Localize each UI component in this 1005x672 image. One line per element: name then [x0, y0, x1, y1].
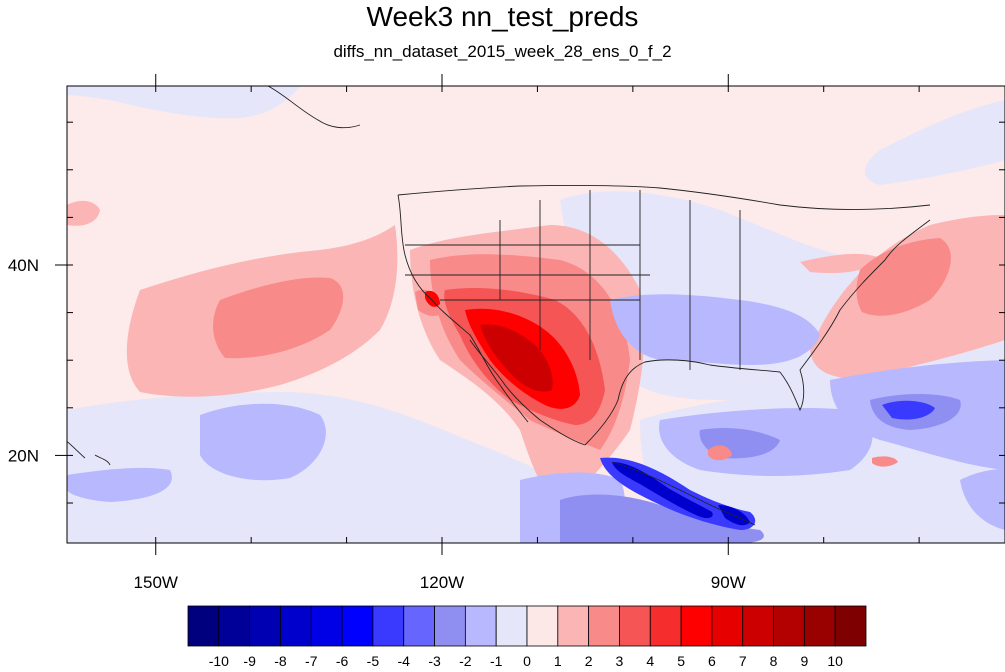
colorbar-swatch	[680, 605, 713, 647]
colorbar-swatch	[557, 605, 590, 647]
field-patch-medium-blue	[67, 467, 172, 502]
coastlines	[67, 86, 931, 526]
field-patch-medium-blue	[200, 403, 326, 481]
colorbar-swatch	[372, 605, 405, 647]
colorbar-label: 8	[770, 653, 778, 669]
field-patch-darkest-red	[480, 324, 553, 392]
colorbar-label: -7	[305, 653, 318, 669]
field-patch-strong-blue	[882, 400, 935, 420]
field-patch-light-red	[800, 253, 880, 274]
colorbar-label: -10	[209, 653, 229, 669]
colorbar-swatch	[649, 605, 682, 647]
field-patch-medium-red	[708, 445, 732, 461]
lon-tick-label: 150W	[134, 573, 178, 592]
colorbar-label: 10	[827, 653, 843, 669]
colorbar-label: 6	[708, 653, 716, 669]
colorbar-label: -4	[398, 653, 411, 669]
field-patch-dark-blue	[560, 494, 764, 543]
field-patch-medium-red	[213, 277, 344, 359]
colorbar: -10 -9 -8 -7 -6 -5 -4 -3 -2 -1 0 1 2 3 4 5 6 7 8 9 10	[187, 605, 867, 669]
lon-tick-label: 120W	[420, 573, 464, 592]
colorbar-swatch	[310, 605, 343, 647]
colorbar-swatch	[526, 605, 559, 647]
field-patch-medium-blue	[610, 294, 820, 365]
field-patch-deepest-blue	[718, 505, 750, 526]
colorbar-swatch	[711, 605, 744, 647]
lat-tick-label: 40N	[8, 256, 39, 275]
map-axes: 150W 120W 90W 40N 20N	[8, 74, 1005, 592]
colorbar-swatch	[619, 605, 651, 647]
field-patch-light-red	[67, 200, 100, 226]
field-patch-medium-red	[872, 456, 898, 467]
colorbar-label: 2	[585, 653, 593, 669]
lon-tick-label: 90W	[711, 573, 746, 592]
map-field	[67, 86, 1005, 543]
colorbar-label: 5	[677, 653, 685, 669]
colorbar-swatch	[218, 605, 251, 647]
map-frame	[66, 85, 1005, 544]
colorbar-swatch	[280, 605, 312, 647]
field-patch-deep-red	[425, 290, 440, 307]
colorbar-swatch	[464, 605, 497, 647]
colorbar-label: 9	[800, 653, 808, 669]
colorbar-label: -1	[490, 653, 503, 669]
colorbar-label: 0	[523, 653, 531, 669]
colorbar-swatch	[588, 605, 620, 647]
colorbar-swatch	[434, 605, 466, 647]
colorbar-swatch	[742, 605, 774, 647]
colorbar-swatch	[249, 605, 281, 647]
colorbar-label: -3	[428, 653, 441, 669]
colorbar-label: -9	[243, 653, 256, 669]
colorbar-label: 1	[554, 653, 562, 669]
colorbar-label: -2	[459, 653, 472, 669]
colorbar-label: -5	[367, 653, 380, 669]
colorbar-swatch	[341, 605, 374, 647]
colorbar-swatch	[803, 605, 836, 647]
colorbar-swatch	[403, 605, 435, 647]
colorbar-label: -8	[274, 653, 287, 669]
lat-tick-label: 20N	[8, 446, 39, 465]
field-patch-light-blue	[67, 86, 300, 119]
colorbar-label: -6	[336, 653, 349, 669]
field-patch-medium-blue	[960, 469, 1005, 530]
field-patch-light-blue	[865, 100, 1005, 185]
colorbar-swatch	[495, 605, 528, 647]
colorbar-label: 7	[739, 653, 747, 669]
plot-subtitle: diffs_nn_dataset_2015_week_28_ens_0_f_2	[333, 42, 672, 61]
colorbar-swatch	[834, 605, 867, 647]
plot-title: Week3 nn_test_preds	[366, 1, 639, 32]
colorbar-label: 3	[616, 653, 624, 669]
colorbar-swatch	[773, 605, 805, 647]
colorbar-label: 4	[646, 653, 654, 669]
colorbar-swatch	[187, 605, 220, 647]
field-patch-deepest-blue	[612, 462, 713, 519]
field-patch-medium-red	[856, 238, 951, 316]
